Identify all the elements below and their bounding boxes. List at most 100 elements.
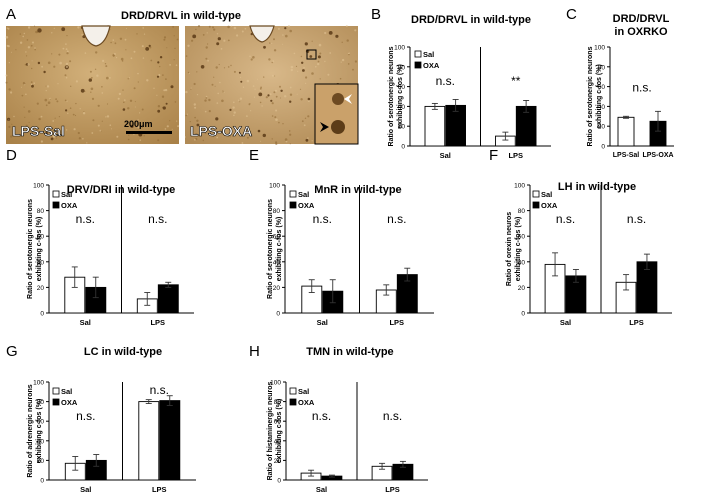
tissue-speckle	[290, 68, 293, 72]
tissue-speckle	[114, 42, 117, 45]
tissue-speckle	[345, 25, 348, 27]
x-tick-label: LPS	[508, 151, 523, 160]
tissue-speckle	[40, 140, 44, 143]
tissue-speckle	[307, 137, 309, 139]
tissue-speckle	[127, 107, 130, 110]
tissue-speckle	[57, 83, 59, 85]
y-tick-label: 100	[270, 380, 281, 387]
tissue-speckle	[171, 128, 173, 130]
y-tick-label: 20	[37, 285, 45, 292]
tissue-speckle	[19, 33, 21, 35]
tissue-speckle	[141, 108, 144, 111]
tissue-speckle	[187, 71, 190, 74]
legend-entry: OXA	[541, 201, 558, 210]
tissue-speckle	[213, 28, 216, 31]
tissue-speckle	[204, 99, 207, 102]
tissue-speckle	[117, 97, 120, 100]
tissue-speckle	[324, 60, 326, 63]
tissue-speckle	[274, 75, 276, 77]
tissue-speckle	[65, 43, 67, 45]
tissue-speckle	[217, 92, 219, 95]
tissue-speckle	[128, 77, 130, 78]
tissue-speckle	[288, 130, 291, 132]
tissue-speckle	[227, 25, 230, 29]
tissue-speckle	[211, 83, 214, 86]
tissue-speckle	[188, 72, 190, 74]
tissue-speckle	[105, 65, 108, 68]
tissue-speckle	[300, 55, 303, 58]
panel-a-title: DRD/DRVL in wild-type	[121, 10, 241, 22]
y-tick-label: 0	[401, 144, 405, 151]
tissue-speckle	[33, 82, 35, 84]
tissue-speckle	[65, 76, 68, 79]
tissue-speckle	[65, 129, 68, 131]
y-tick-label: 100	[269, 183, 280, 190]
x-tick-label: Sal	[80, 318, 91, 327]
tissue-speckle	[58, 116, 61, 118]
tissue-speckle	[125, 49, 127, 51]
chart-panel-g: G LC in wild-type Ratio of adrenergic neur…	[6, 343, 196, 494]
tissue-speckle	[59, 61, 62, 65]
tissue-speckle	[307, 99, 310, 102]
tissue-speckle	[106, 76, 109, 80]
y-tick-label: 80	[37, 399, 45, 406]
tissue-speckle	[31, 84, 34, 88]
legend-entry: Sal	[423, 50, 434, 59]
tissue-speckle	[257, 129, 261, 133]
tissue-speckle	[204, 132, 207, 134]
tissue-speckle	[70, 85, 72, 88]
tissue-speckle	[205, 57, 208, 60]
tissue-speckle	[229, 108, 232, 111]
tissue-speckle	[139, 139, 142, 142]
tissue-speckle	[113, 55, 115, 57]
panel-letter-c: C	[566, 6, 577, 23]
y-tick-label: 0	[276, 311, 280, 318]
tissue-speckle	[282, 123, 284, 125]
x-tick-label: LPS	[152, 485, 167, 494]
tissue-speckle	[185, 90, 188, 94]
tissue-speckle	[173, 59, 175, 61]
tissue-speckle	[274, 116, 277, 119]
chart-title: LH in wild-type	[558, 181, 636, 193]
tissue-speckle	[348, 52, 350, 54]
bar	[617, 116, 635, 147]
tissue-speckle	[327, 73, 330, 76]
tissue-speckle	[317, 55, 321, 59]
tissue-speckle	[145, 47, 150, 51]
tissue-speckle	[319, 52, 322, 55]
tissue-speckle	[273, 91, 276, 94]
tissue-speckle	[352, 68, 354, 71]
tissue-speckle	[36, 102, 39, 105]
tissue-speckle	[193, 103, 196, 106]
tissue-speckle	[269, 93, 272, 96]
tissue-speckle	[165, 78, 167, 80]
tissue-speckle	[339, 77, 342, 80]
tissue-speckle	[227, 134, 230, 137]
tissue-speckle	[241, 30, 244, 33]
tissue-speckle	[19, 41, 23, 44]
tissue-speckle	[45, 131, 48, 135]
tissue-speckle	[285, 140, 288, 143]
micrograph-label-lps-sal: LPS-Sal	[12, 123, 65, 139]
tissue-speckle	[289, 93, 293, 96]
tissue-speckle	[275, 118, 278, 121]
tissue-speckle	[185, 114, 187, 117]
tissue-speckle	[197, 25, 201, 28]
tissue-speckle	[166, 47, 168, 49]
tissue-speckle	[275, 95, 278, 98]
tissue-speckle	[45, 85, 47, 87]
y-tick-label: 0	[601, 144, 605, 151]
chart-title: MnR in wild-type	[314, 184, 401, 196]
tissue-speckle	[273, 49, 277, 52]
tissue-speckle	[46, 129, 48, 131]
tissue-speckle	[218, 63, 220, 66]
tissue-speckle	[346, 39, 349, 42]
tissue-speckle	[47, 101, 51, 104]
tissue-speckle	[5, 81, 8, 84]
tissue-speckle	[101, 86, 103, 88]
tissue-speckle	[142, 57, 145, 59]
tissue-speckle	[238, 71, 241, 74]
legend-swatch	[289, 190, 297, 198]
tissue-speckle	[205, 46, 208, 49]
tissue-speckle	[194, 138, 196, 141]
